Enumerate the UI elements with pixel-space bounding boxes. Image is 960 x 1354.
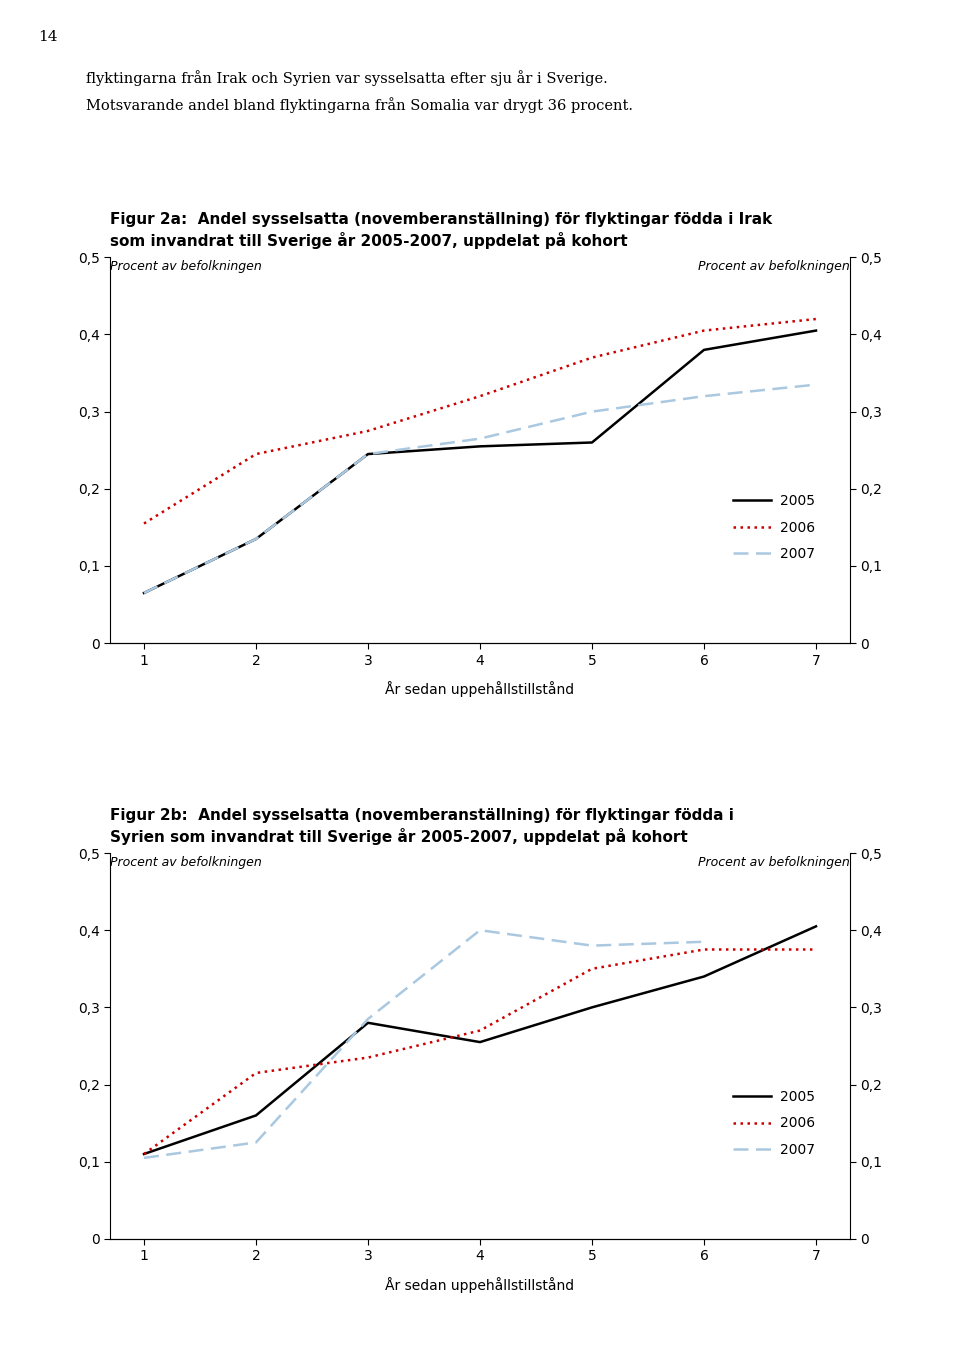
Text: Figur 2a:  Andel sysselsatta (novemberanställning) för flyktingar födda i Irak: Figur 2a: Andel sysselsatta (novemberans… xyxy=(110,213,773,227)
Text: Procent av befolkningen: Procent av befolkningen xyxy=(698,260,850,274)
Text: År sedan uppehållstillstånd: År sedan uppehållstillstånd xyxy=(385,681,575,697)
Legend: 2005, 2006, 2007: 2005, 2006, 2007 xyxy=(727,1085,821,1163)
Text: År sedan uppehållstillstånd: År sedan uppehållstillstånd xyxy=(385,1277,575,1293)
Text: Procent av befolkningen: Procent av befolkningen xyxy=(110,856,262,869)
Text: Syrien som invandrat till Sverige år 2005-2007, uppdelat på kohort: Syrien som invandrat till Sverige år 200… xyxy=(110,827,688,845)
Text: Procent av befolkningen: Procent av befolkningen xyxy=(110,260,262,274)
Text: Procent av befolkningen: Procent av befolkningen xyxy=(698,856,850,869)
Legend: 2005, 2006, 2007: 2005, 2006, 2007 xyxy=(727,489,821,567)
Text: som invandrat till Sverige år 2005-2007, uppdelat på kohort: som invandrat till Sverige år 2005-2007,… xyxy=(110,232,628,249)
Text: 14: 14 xyxy=(38,30,58,43)
Text: Motsvarande andel bland flyktingarna från Somalia var drygt 36 procent.: Motsvarande andel bland flyktingarna frå… xyxy=(86,97,634,114)
Text: Figur 2b:  Andel sysselsatta (novemberanställning) för flyktingar födda i: Figur 2b: Andel sysselsatta (novemberans… xyxy=(110,808,734,823)
Text: flyktingarna från Irak och Syrien var sysselsatta efter sju år i Sverige.: flyktingarna från Irak och Syrien var sy… xyxy=(86,70,608,87)
